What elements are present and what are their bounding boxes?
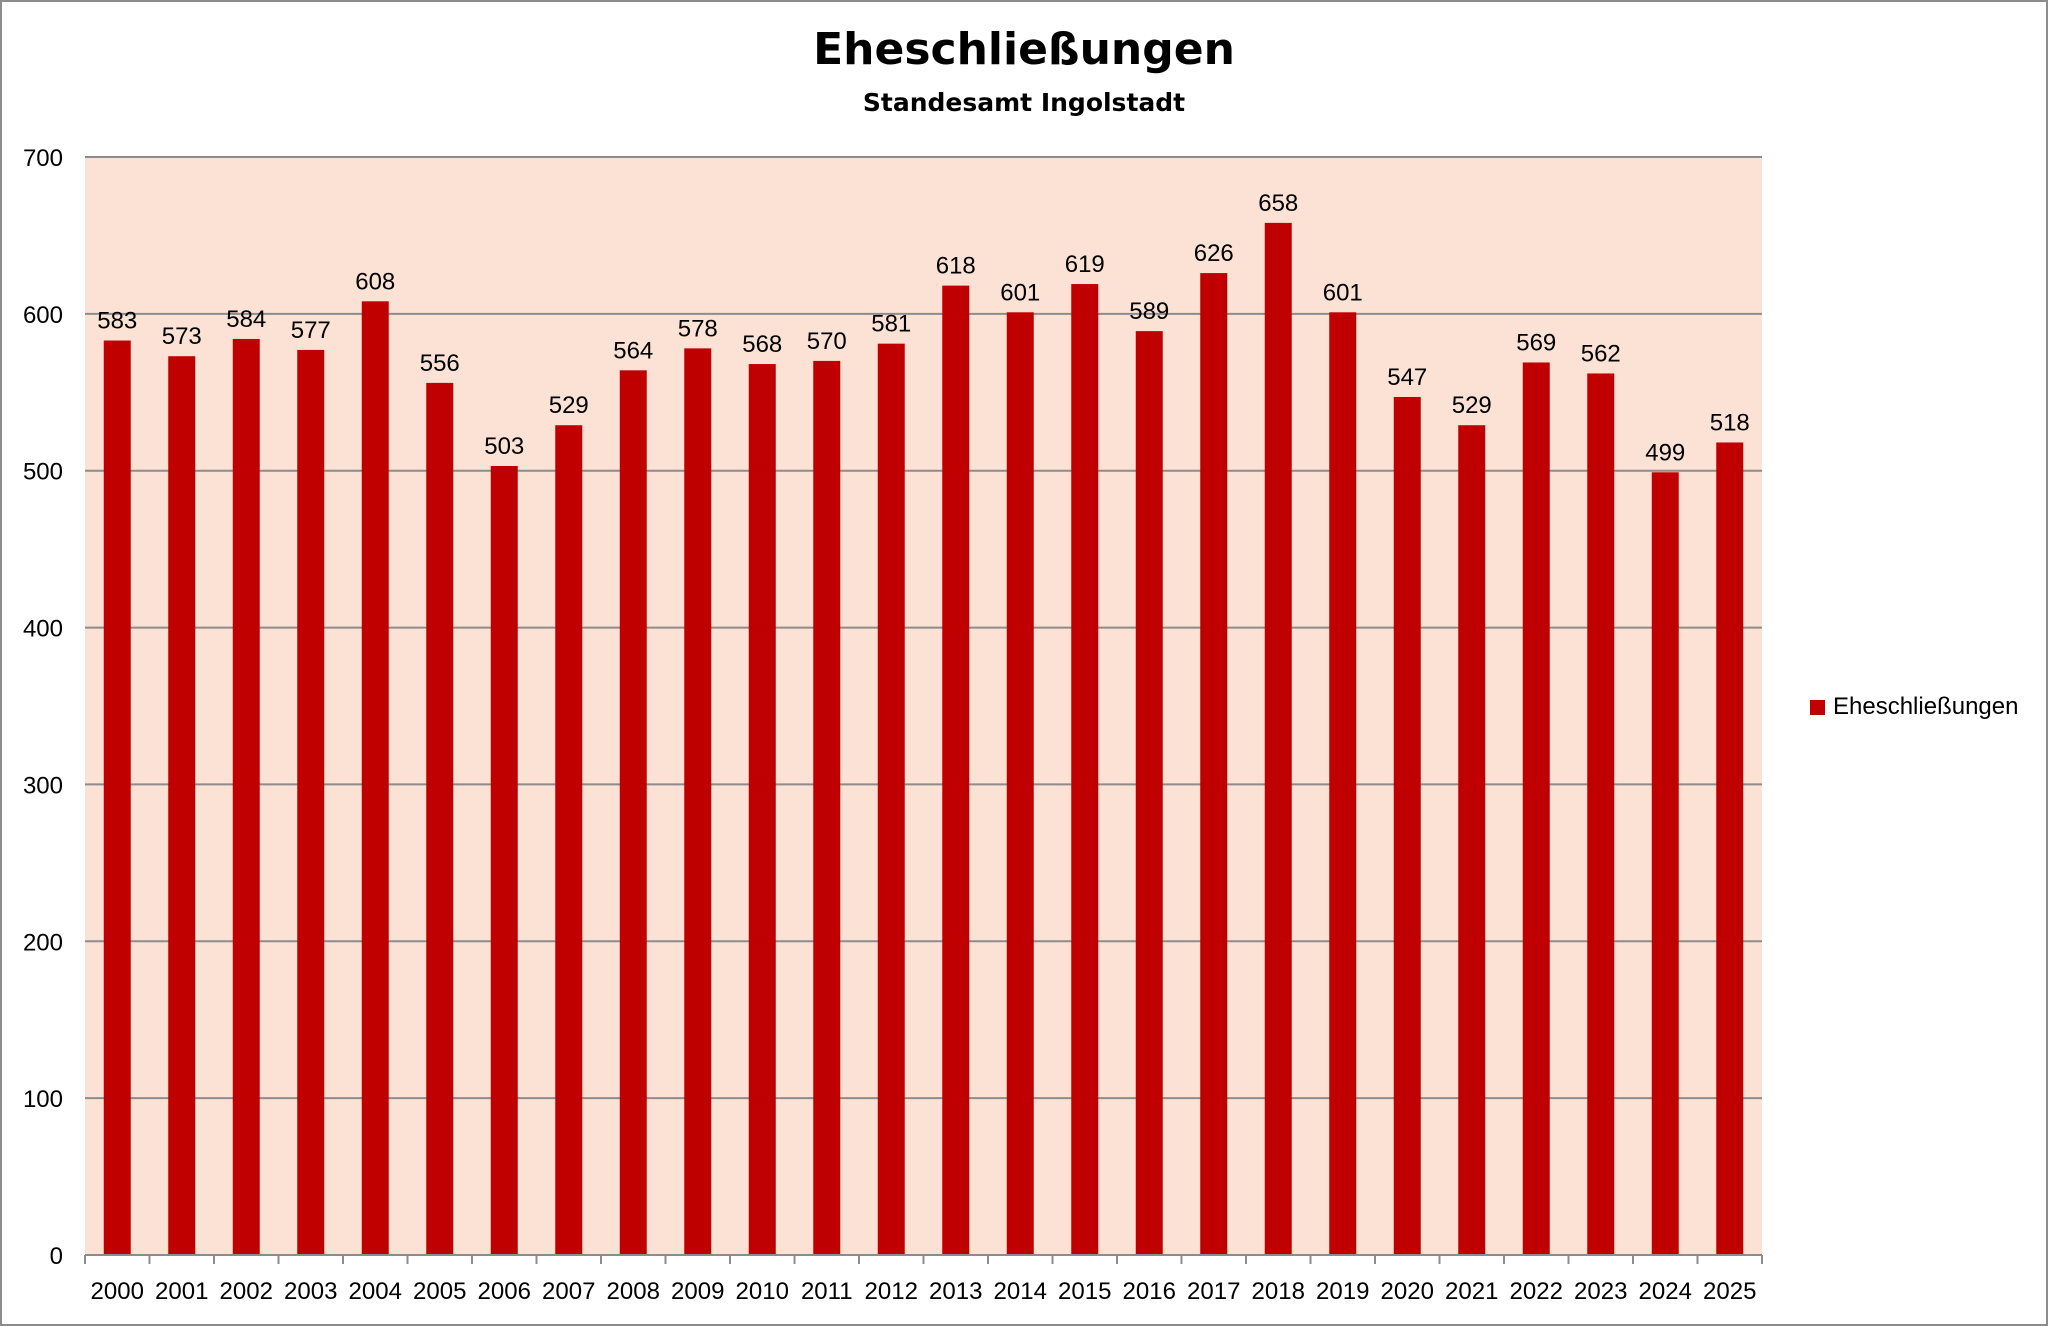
data-label: 570 [807,328,847,355]
data-label: 581 [871,311,911,338]
chart-subtitle: Standesamt Ingolstadt [862,88,1186,117]
data-label: 569 [1516,329,1556,356]
bar [942,285,970,1255]
data-label: 618 [936,253,976,280]
x-tick-label: 2013 [929,1278,982,1305]
data-label: 568 [742,331,782,358]
x-tick-label: 2022 [1510,1278,1563,1305]
bar [1006,312,1034,1255]
data-label: 626 [1194,240,1234,267]
bar [619,370,647,1256]
y-tick-label: 500 [23,459,63,486]
bar [748,364,776,1256]
x-tick-label: 2021 [1445,1278,1498,1305]
y-tick-label: 700 [23,145,63,172]
x-tick-label: 2000 [91,1278,144,1305]
data-label: 562 [1581,340,1621,367]
data-label: 608 [355,268,395,295]
bar [555,425,583,1255]
bar [490,466,518,1256]
bar [1393,396,1421,1255]
data-label: 583 [97,308,137,335]
x-tick-label: 2019 [1316,1278,1369,1305]
data-label: 556 [420,350,460,377]
bar [1200,273,1228,1255]
x-tick-label: 2008 [607,1278,660,1305]
data-label: 547 [1387,364,1427,391]
data-label: 658 [1258,190,1298,217]
y-tick-label: 300 [23,772,63,799]
bar [1135,331,1163,1255]
chart-title: Eheschließungen [813,24,1235,75]
bar [1264,222,1292,1255]
bar [813,360,841,1255]
x-tick-label: 2011 [801,1278,853,1305]
data-label: 619 [1065,251,1105,278]
bar [168,356,196,1255]
legend-label: Eheschließungen [1833,693,2019,720]
x-tick-label: 2018 [1252,1278,1305,1305]
x-tick-label: 2024 [1639,1278,1692,1305]
x-tick-label: 2016 [1123,1278,1176,1305]
x-tick-label: 2025 [1703,1278,1756,1305]
plot-area [85,157,1762,1255]
data-label: 577 [291,317,331,344]
bar [426,382,454,1256]
x-tick-label: 2002 [220,1278,273,1305]
data-label: 578 [678,315,718,342]
bar [297,349,325,1255]
bar [1716,442,1744,1256]
y-tick-label: 0 [50,1243,63,1270]
y-tick-label: 600 [23,302,63,329]
x-tick-label: 2023 [1574,1278,1627,1305]
bar [232,338,260,1255]
x-tick-label: 2003 [284,1278,337,1305]
x-tick-label: 2007 [542,1278,595,1305]
x-tick-label: 2010 [736,1278,789,1305]
x-tick-label: 2006 [478,1278,531,1305]
data-label: 529 [549,392,589,419]
data-label: 518 [1710,409,1750,436]
x-tick-label: 2014 [994,1278,1047,1305]
x-tick-label: 2015 [1058,1278,1111,1305]
x-tick-label: 2004 [349,1278,402,1305]
y-tick-label: 400 [23,616,63,643]
x-tick-label: 2017 [1187,1278,1240,1305]
bar [877,343,905,1255]
data-label: 503 [484,433,524,460]
bar [1522,362,1550,1255]
x-tick-label: 2012 [865,1278,918,1305]
data-label: 529 [1452,392,1492,419]
y-tick-label: 100 [23,1086,63,1113]
y-tick-label: 200 [23,929,63,956]
data-label: 584 [226,306,266,333]
legend-swatch [1810,699,1825,715]
x-tick-label: 2001 [155,1278,208,1305]
bar [684,348,712,1255]
bar [1458,425,1486,1255]
x-tick-label: 2020 [1381,1278,1434,1305]
data-label: 564 [613,337,653,364]
data-label: 601 [1000,279,1040,306]
data-label: 601 [1323,279,1363,306]
bar [1651,472,1679,1256]
x-tick-label: 2009 [671,1278,724,1305]
data-label: 499 [1645,439,1685,466]
bar [1329,312,1357,1255]
legend: Eheschließungen [1810,693,2018,721]
bar [1071,284,1099,1255]
bar [103,340,131,1256]
data-label: 573 [162,323,202,350]
data-label: 589 [1129,298,1169,325]
bar [1587,373,1615,1255]
bar [361,301,389,1255]
x-tick-label: 2005 [413,1278,466,1305]
